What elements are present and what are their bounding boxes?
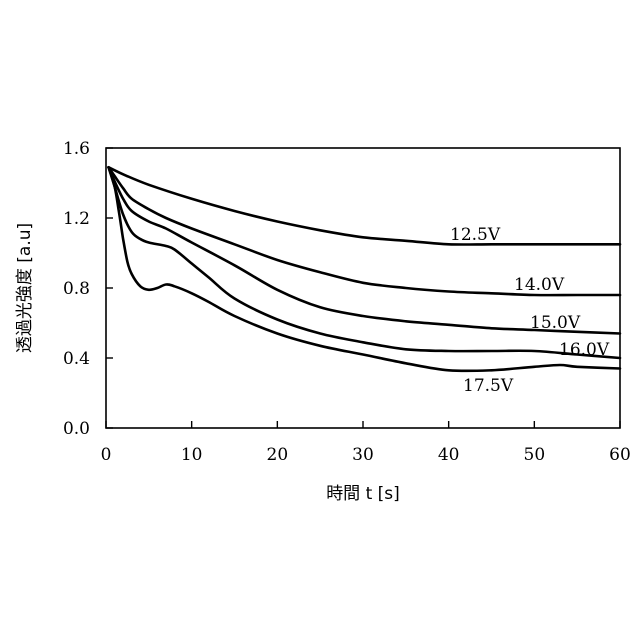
y-tick-label: 1.6 [63, 139, 90, 159]
series-line-15-0v [109, 167, 620, 333]
x-tick-label: 50 [524, 445, 546, 465]
x-tick-label: 30 [352, 445, 374, 465]
series-label-17-5v: 17.5V [463, 376, 514, 396]
y-tick-label: 1.2 [63, 209, 90, 229]
series-label-15-0v: 15.0V [530, 313, 581, 333]
x-axis-title: 時間 t [s] [326, 484, 400, 504]
x-tick-label: 0 [101, 445, 112, 465]
x-tick-label: 20 [267, 445, 289, 465]
y-tick-label: 0.0 [63, 419, 90, 439]
x-tick-label: 40 [438, 445, 460, 465]
y-tick-label: 0.4 [63, 349, 90, 369]
series-label-14-0v: 14.0V [514, 275, 565, 295]
y-tick-label: 0.8 [63, 279, 90, 299]
series-label-12-5v: 12.5V [450, 225, 501, 245]
series-group: 12.5V 14.0V 15.0V 16.0V 17.5V [109, 167, 620, 396]
series-label-16-0v: 16.0V [559, 340, 610, 360]
series-line-12-5v [109, 167, 620, 244]
x-tick-label: 60 [609, 445, 631, 465]
y-axis-title: 透過光強度 [a.u] [15, 223, 35, 353]
x-tick-label: 10 [181, 445, 203, 465]
